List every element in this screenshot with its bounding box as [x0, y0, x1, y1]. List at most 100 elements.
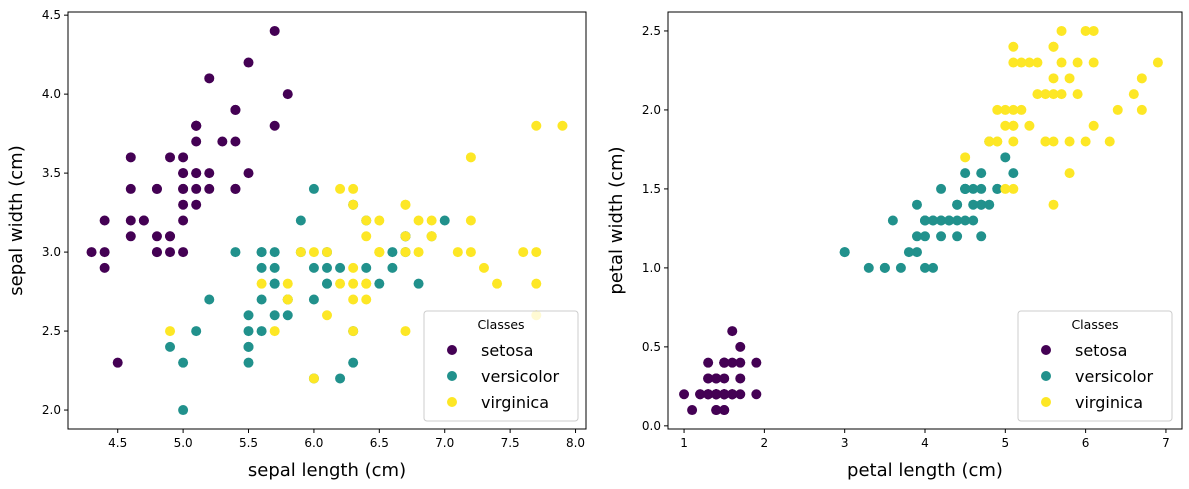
- scatter-point-virginica: [1040, 89, 1051, 100]
- scatter-point-setosa: [191, 120, 202, 131]
- scatter-point-virginica: [531, 278, 542, 289]
- scatter-point-versicolor: [952, 199, 963, 210]
- y-tick-label: 2.5: [42, 324, 61, 338]
- scatter-point-versicolor: [387, 247, 398, 258]
- legend-marker-virginica: [1041, 397, 1051, 407]
- scatter-point-virginica: [361, 278, 372, 289]
- y-tick-label: 4.0: [42, 87, 61, 101]
- scatter-point-setosa: [735, 341, 746, 352]
- scatter-point-setosa: [727, 326, 738, 337]
- legend-label-versicolor: versicolor: [481, 367, 559, 386]
- scatter-point-virginica: [400, 231, 411, 242]
- scatter-point-setosa: [269, 120, 280, 131]
- scatter-point-setosa: [735, 373, 746, 384]
- scatter-point-setosa: [204, 168, 215, 179]
- scatter-point-versicolor: [968, 215, 979, 226]
- scatter-point-virginica: [1064, 136, 1075, 147]
- scatter-point-versicolor: [920, 262, 930, 273]
- scatter-point-versicolor: [178, 357, 189, 368]
- scatter-point-setosa: [191, 168, 202, 179]
- scatter-point-setosa: [719, 389, 730, 400]
- scatter-point-virginica: [1016, 57, 1027, 68]
- scatter-point-virginica: [413, 247, 424, 258]
- scatter-point-versicolor: [968, 199, 979, 210]
- legend-title: Classes: [477, 317, 524, 332]
- scatter-point-virginica: [1000, 183, 1011, 194]
- scatter-point-setosa: [711, 389, 722, 400]
- legend: Classes setosa versicolor virginica: [1017, 310, 1173, 422]
- x-tick-label: 8.0: [566, 436, 585, 450]
- scatter-point-setosa: [679, 389, 690, 400]
- scatter-point-virginica: [992, 136, 1003, 147]
- scatter-point-virginica: [295, 247, 306, 258]
- x-tick-label: 6: [1082, 436, 1090, 450]
- x-tick-label: 5.5: [239, 436, 258, 450]
- scatter-point-versicolor: [178, 405, 189, 416]
- scatter-point-versicolor: [243, 310, 254, 321]
- scatter-point-versicolor: [230, 247, 241, 258]
- scatter-point-versicolor: [165, 341, 176, 352]
- scatter-point-virginica: [348, 183, 359, 194]
- y-tick-label: 1.5: [642, 182, 661, 196]
- legend-label-virginica: virginica: [1075, 393, 1143, 412]
- scatter-point-virginica: [992, 104, 1003, 115]
- legend-marker-setosa: [447, 345, 457, 355]
- scatter-point-versicolor: [936, 231, 947, 242]
- scatter-point-virginica: [465, 247, 476, 258]
- scatter-point-setosa: [178, 168, 189, 179]
- scatter-point-setosa: [243, 168, 254, 179]
- scatter-point-virginica: [1048, 89, 1059, 100]
- scatter-point-setosa: [151, 231, 162, 242]
- scatter-point-virginica: [531, 120, 542, 131]
- y-tick-label: 0.0: [642, 419, 661, 433]
- scatter-point-versicolor: [960, 168, 971, 179]
- scatter-point-virginica: [335, 183, 346, 194]
- scatter-point-versicolor: [984, 199, 995, 210]
- scatter-point-setosa: [99, 215, 110, 226]
- scatter-point-versicolor: [960, 183, 971, 194]
- scatter-point-virginica: [1128, 89, 1139, 100]
- scatter-point-versicolor: [308, 262, 319, 273]
- scatter-point-setosa: [703, 389, 714, 400]
- scatter-point-virginica: [1024, 57, 1035, 68]
- scatter-point-setosa: [719, 405, 730, 416]
- scatter-point-versicolor: [348, 357, 359, 368]
- scatter-point-setosa: [165, 247, 176, 258]
- scatter-point-virginica: [426, 231, 437, 242]
- scatter-point-setosa: [735, 389, 746, 400]
- scatter-point-setosa: [711, 405, 722, 416]
- legend-marker-versicolor: [1041, 371, 1051, 381]
- scatter-point-versicolor: [960, 215, 971, 226]
- scatter-point-versicolor: [439, 215, 450, 226]
- scatter-point-virginica: [348, 294, 359, 305]
- scatter-point-versicolor: [243, 341, 254, 352]
- scatter-point-virginica: [1008, 120, 1019, 131]
- scatter-point-versicolor: [295, 215, 306, 226]
- scatter-point-virginica: [1032, 57, 1043, 68]
- scatter-point-versicolor: [361, 262, 372, 273]
- legend-label-virginica: virginica: [481, 393, 549, 412]
- scatter-point-virginica: [1000, 104, 1011, 115]
- scatter-point-versicolor: [191, 326, 202, 337]
- scatter-point-setosa: [191, 199, 202, 210]
- scatter-point-virginica: [1056, 25, 1067, 36]
- legend-label-setosa: setosa: [1075, 341, 1127, 360]
- scatter-point-versicolor: [920, 231, 930, 242]
- scatter-point-virginica: [465, 215, 476, 226]
- x-axis-label: petal length (cm): [847, 460, 1003, 481]
- scatter-point-versicolor: [256, 262, 267, 273]
- x-tick-label: 4: [921, 436, 929, 450]
- scatter-point-virginica: [557, 120, 568, 131]
- legend-marker-virginica: [447, 397, 457, 407]
- legend: Classes setosa versicolor virginica: [423, 310, 579, 422]
- legend-marker-versicolor: [447, 371, 457, 381]
- scatter-point-virginica: [1040, 136, 1051, 147]
- scatter-point-virginica: [256, 278, 267, 289]
- scatter-point-virginica: [984, 136, 995, 147]
- scatter-point-virginica: [1048, 199, 1059, 210]
- scatter-point-versicolor: [282, 310, 293, 321]
- scatter-point-versicolor: [911, 231, 922, 242]
- scatter-point-setosa: [138, 215, 149, 226]
- scatter-point-setosa: [125, 215, 136, 226]
